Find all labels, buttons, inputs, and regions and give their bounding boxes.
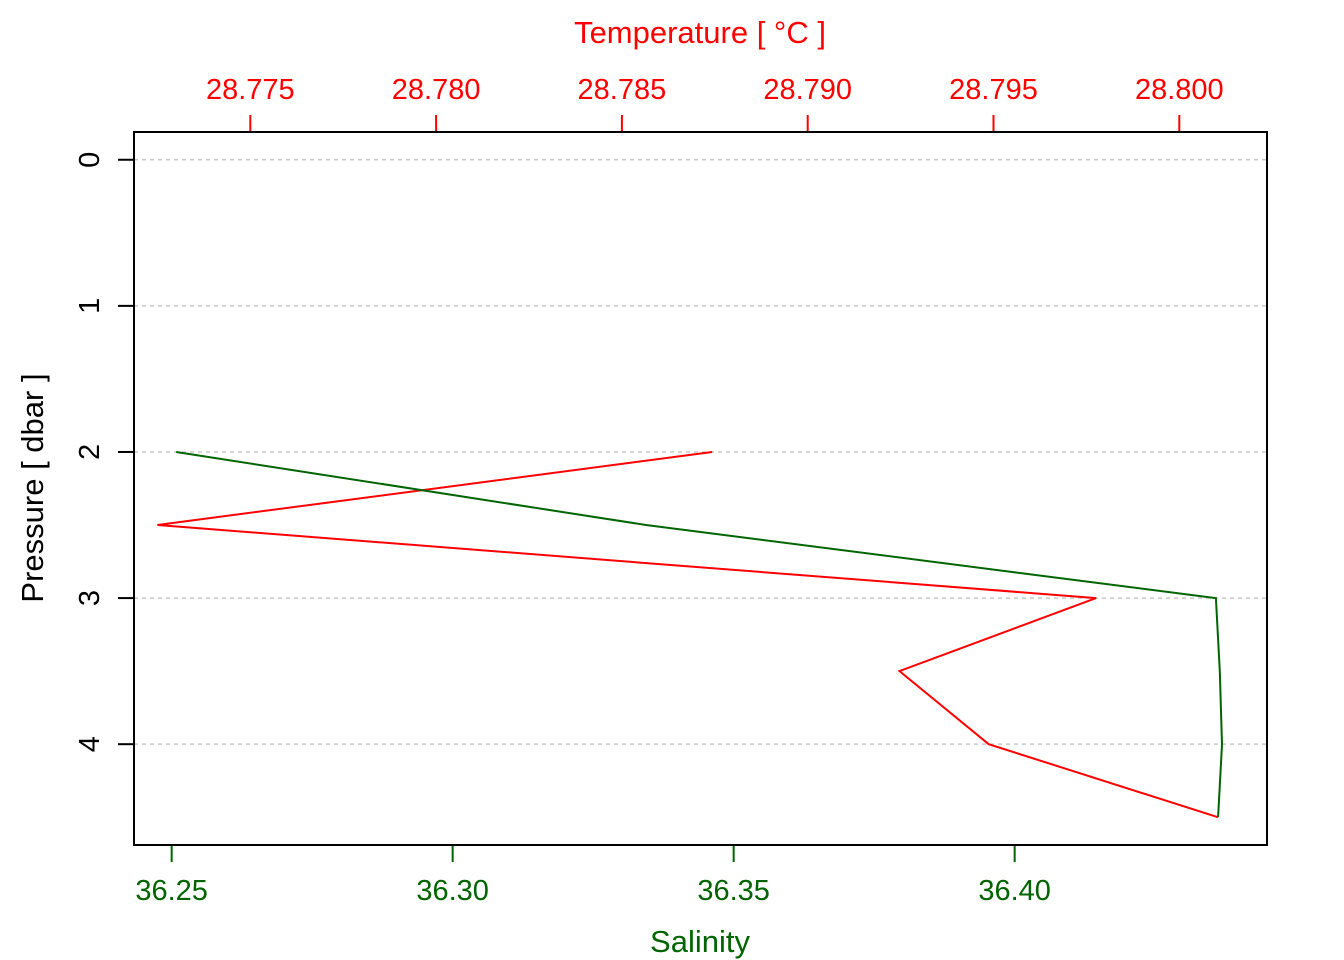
top-axis-title: Temperature [ °C ] bbox=[574, 15, 826, 50]
top-tick-label: 28.795 bbox=[949, 74, 1038, 106]
bottom-tick-label: 36.30 bbox=[416, 875, 489, 907]
top-tick-label: 28.790 bbox=[763, 74, 852, 106]
plot-frame bbox=[133, 131, 1268, 846]
y-tick-label: 0 bbox=[74, 152, 106, 168]
top-tick-label: 28.785 bbox=[578, 74, 667, 106]
y-tick-label: 4 bbox=[74, 736, 106, 752]
y-tick-label: 2 bbox=[74, 444, 106, 460]
bottom-axis-title: Salinity bbox=[650, 924, 750, 959]
bottom-tick-label: 36.25 bbox=[135, 875, 208, 907]
top-tick-label: 28.775 bbox=[206, 74, 295, 106]
bottom-tick-label: 36.35 bbox=[697, 875, 770, 907]
grid-lines bbox=[134, 159, 1267, 745]
temperature-line bbox=[157, 451, 1219, 819]
series-layer bbox=[157, 451, 1224, 819]
y-tick-label: 3 bbox=[74, 590, 106, 606]
y-axis-title: Pressure [ dbar ] bbox=[15, 373, 50, 602]
bottom-tick-label: 36.40 bbox=[978, 875, 1051, 907]
y-tick-label: 1 bbox=[74, 298, 106, 314]
top-tick-label: 28.780 bbox=[392, 74, 481, 106]
salinity-line bbox=[176, 451, 1224, 818]
top-tick-label: 28.800 bbox=[1135, 74, 1224, 106]
